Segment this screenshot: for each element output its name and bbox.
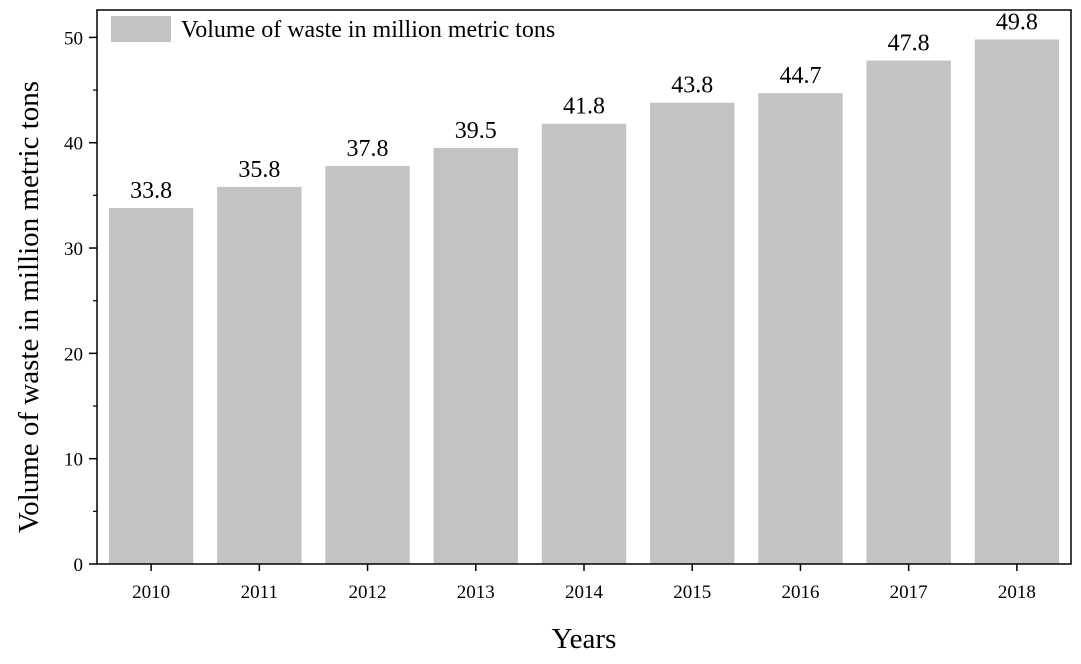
x-tick-label-2014: 2014 xyxy=(565,582,604,603)
data-label-2013: 39.5 xyxy=(455,118,497,144)
y-tick-label-50: 50 xyxy=(64,28,83,49)
bar-2018 xyxy=(974,39,1060,565)
y-tick-label-0: 0 xyxy=(74,555,84,576)
bars-layer xyxy=(108,39,1060,565)
y-tick-label-20: 20 xyxy=(64,344,83,365)
data-label-2012: 37.8 xyxy=(347,136,389,162)
legend-swatch xyxy=(111,16,171,42)
data-label-2011: 35.8 xyxy=(238,157,280,183)
bar-2014 xyxy=(541,123,627,564)
y-tick-label-30: 30 xyxy=(64,239,83,260)
x-tick-label-2017: 2017 xyxy=(890,582,928,603)
x-tick-label-2018: 2018 xyxy=(998,582,1036,603)
bar-2013 xyxy=(433,147,518,564)
x-tick-label-2012: 2012 xyxy=(349,582,387,603)
bar-2011 xyxy=(217,186,302,564)
data-label-2014: 41.8 xyxy=(563,94,605,120)
legend-label: Volume of waste in million metric tons xyxy=(181,17,555,43)
data-label-2016: 44.7 xyxy=(779,63,821,89)
bar-2017 xyxy=(866,60,951,564)
x-axis: 2010 2011 2012 2013 2014 2015 2016 2017 2018 xyxy=(132,564,1036,603)
bar-2016 xyxy=(758,93,843,564)
data-label-2017: 47.8 xyxy=(888,31,930,57)
data-labels-layer: 33.8 35.8 37.8 39.5 41.8 43.8 44.7 47.8 49.8 xyxy=(130,9,1038,204)
x-axis-title: Years xyxy=(552,623,617,655)
y-axis-title: Volume of waste in million metric tons xyxy=(13,81,45,533)
data-label-2015: 43.8 xyxy=(671,73,713,99)
y-tick-label-10: 10 xyxy=(64,450,83,471)
x-tick-label-2015: 2015 xyxy=(673,582,711,603)
bar-2010 xyxy=(108,208,194,564)
y-axis: 0 10 20 30 40 50 xyxy=(64,28,97,576)
x-tick-label-2010: 2010 xyxy=(132,582,170,603)
data-label-2010: 33.8 xyxy=(130,178,172,204)
legend: Volume of waste in million metric tons xyxy=(111,16,555,43)
bar-2012 xyxy=(325,165,410,564)
x-tick-label-2011: 2011 xyxy=(241,582,278,603)
bar-2015 xyxy=(650,102,735,564)
x-tick-label-2013: 2013 xyxy=(457,582,495,603)
y-tick-label-40: 40 xyxy=(64,134,83,155)
x-tick-label-2016: 2016 xyxy=(781,582,819,603)
data-label-2018: 49.8 xyxy=(996,9,1038,35)
